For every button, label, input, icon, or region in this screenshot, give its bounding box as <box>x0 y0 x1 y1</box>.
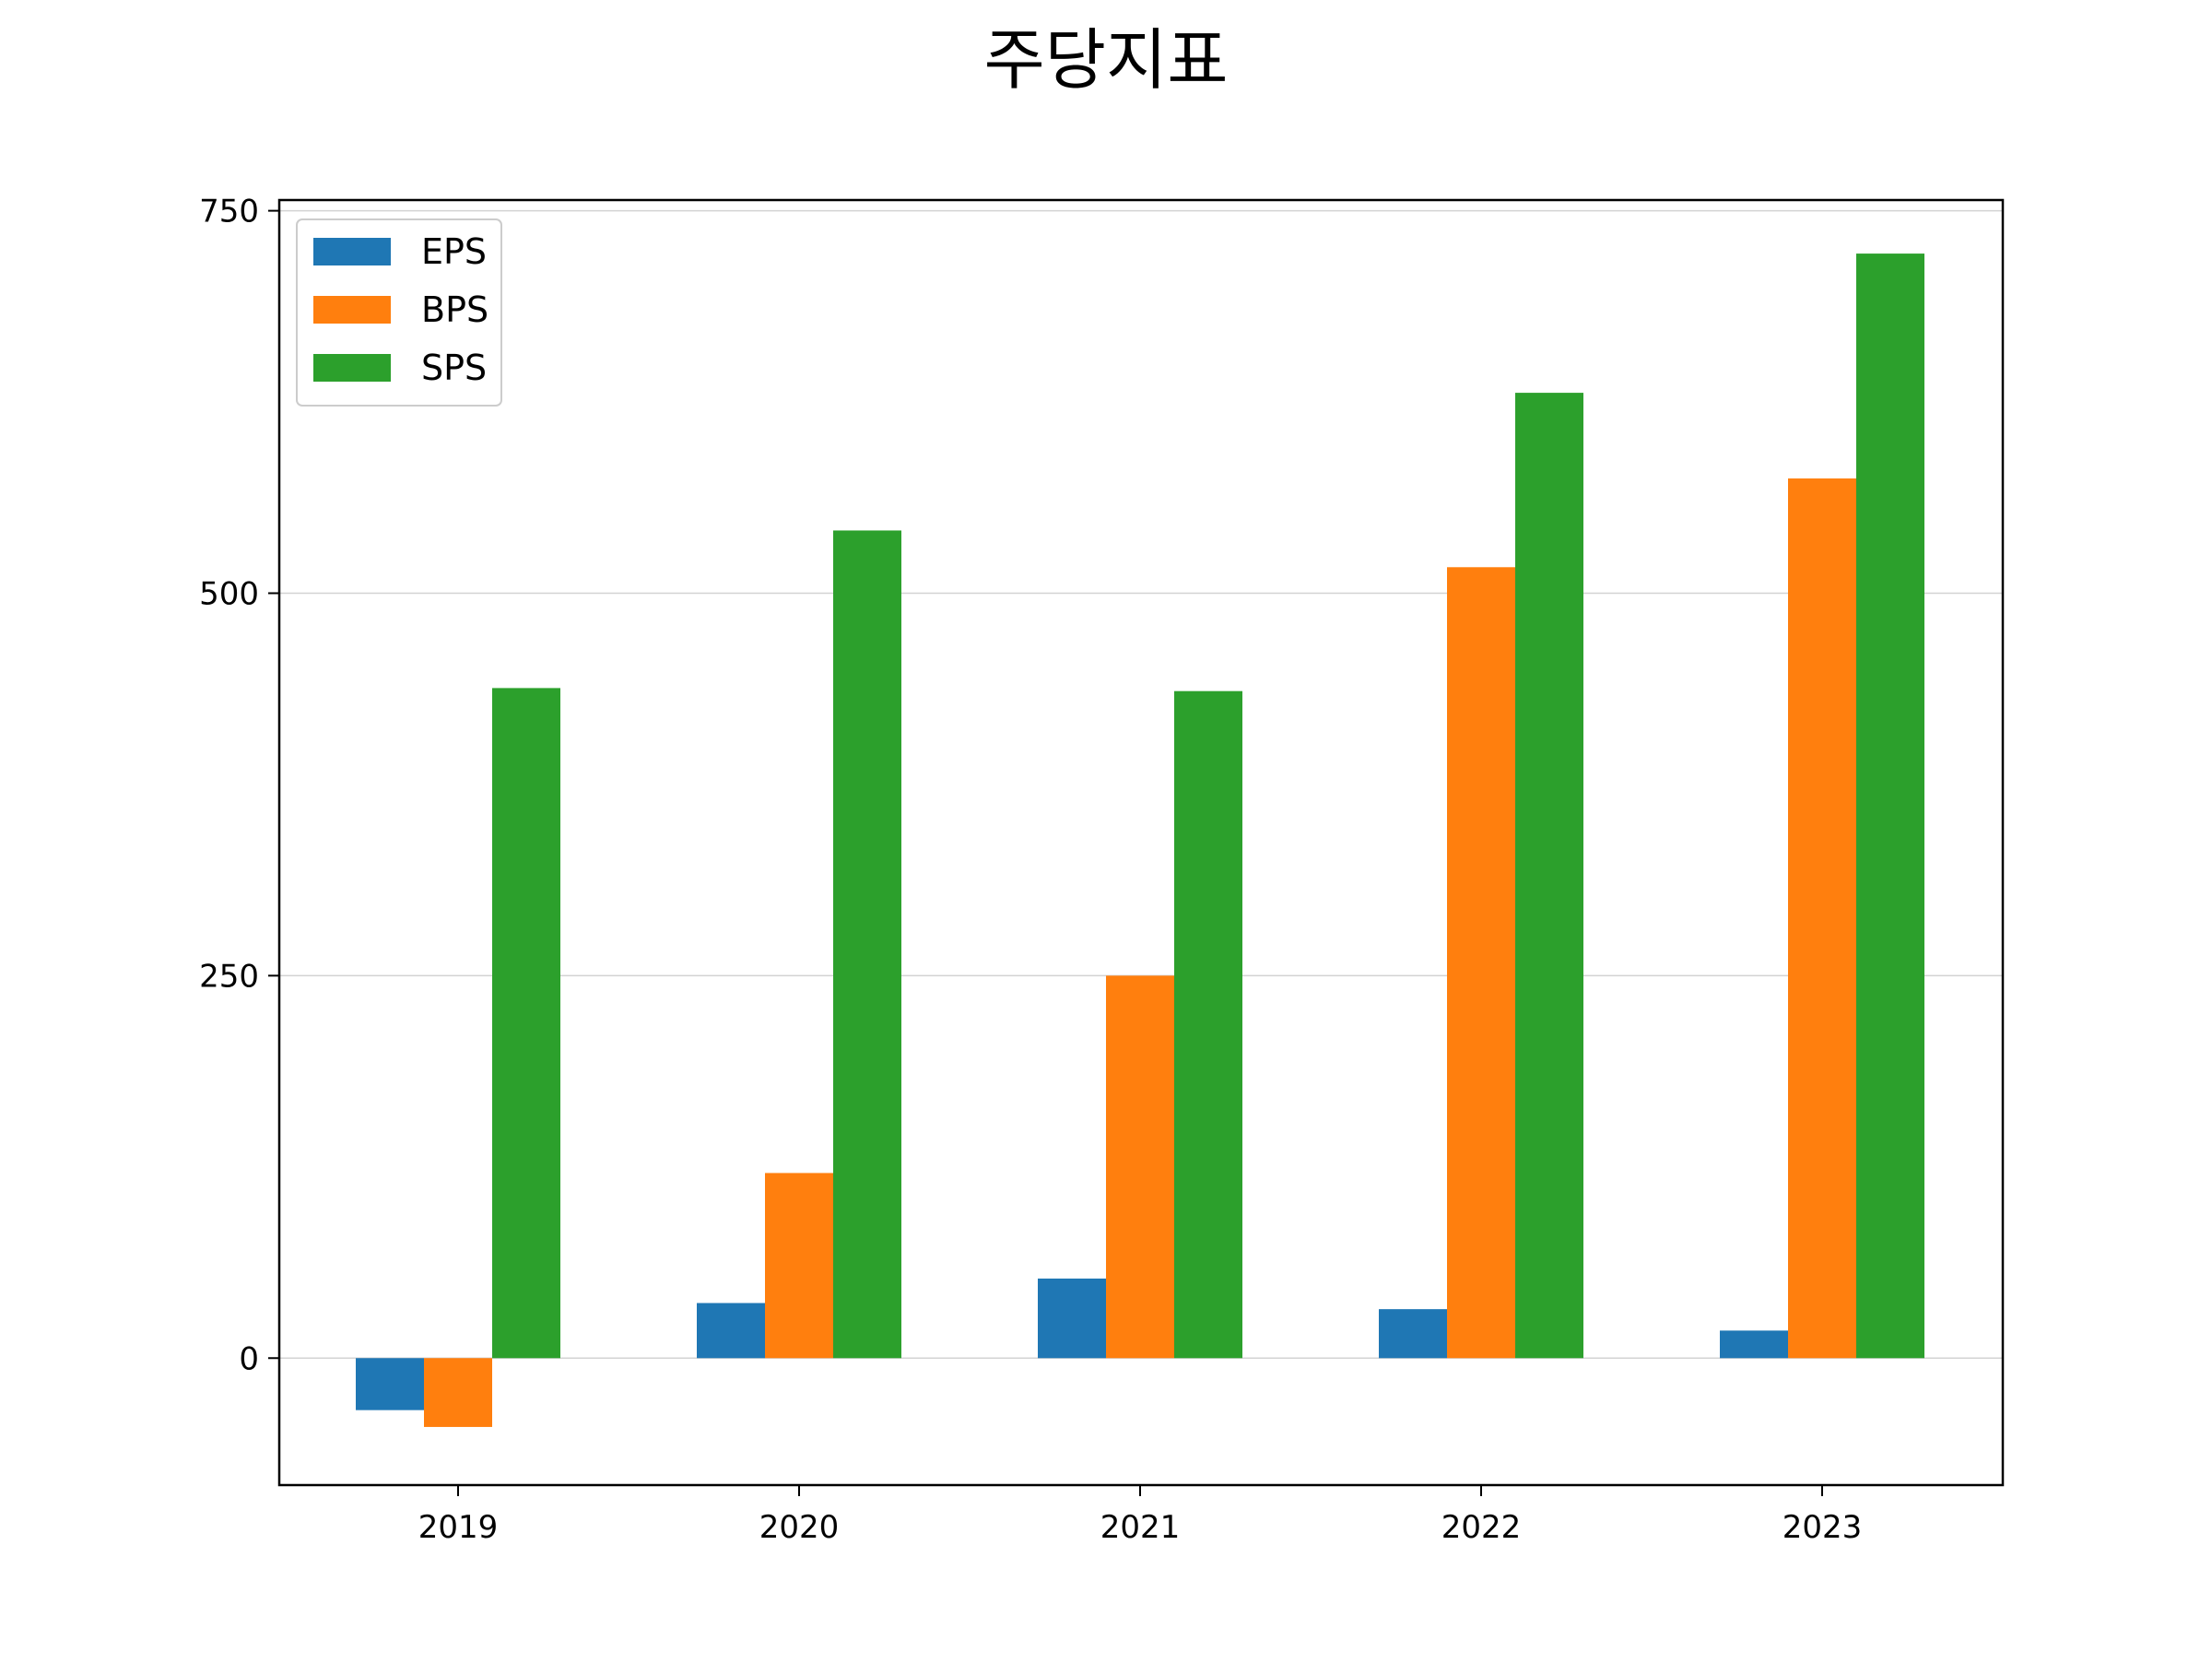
y-tick-label: 500 <box>199 575 259 612</box>
legend-swatch-bps <box>313 296 391 324</box>
bar-bps-2023 <box>1788 478 1856 1359</box>
bar-bps-2019 <box>424 1358 492 1427</box>
bar-bps-2020 <box>765 1173 833 1359</box>
bar-sps-2020 <box>833 530 901 1359</box>
legend: EPS BPS SPS <box>296 218 502 407</box>
x-tick-label: 2022 <box>1441 1509 1522 1546</box>
y-tick-label: 250 <box>199 958 259 995</box>
bar-eps-2021 <box>1038 1278 1106 1359</box>
x-tick-label: 2020 <box>759 1509 840 1546</box>
bar-sps-2019 <box>492 688 560 1359</box>
bar-eps-2019 <box>356 1358 424 1410</box>
bar-sps-2021 <box>1174 690 1242 1359</box>
y-tick-label: 0 <box>239 1340 259 1377</box>
bars <box>356 254 1924 1427</box>
bar-eps-2020 <box>697 1303 765 1359</box>
bar-sps-2023 <box>1856 254 1924 1359</box>
bar-bps-2021 <box>1106 975 1174 1359</box>
y-axis: 0 250 500 750 <box>199 194 279 1377</box>
x-tick-label: 2019 <box>418 1509 499 1546</box>
bar-eps-2023 <box>1720 1330 1788 1359</box>
legend-label-bps: BPS <box>421 289 488 330</box>
x-tick-label: 2021 <box>1100 1509 1181 1546</box>
bar-sps-2022 <box>1515 393 1583 1359</box>
legend-label-eps: EPS <box>421 231 487 272</box>
x-axis: 2019 2020 2021 2022 2023 <box>418 1485 1863 1546</box>
bar-bps-2022 <box>1447 567 1515 1359</box>
legend-label-sps: SPS <box>421 348 487 388</box>
legend-swatch-sps <box>313 354 391 382</box>
x-tick-label: 2023 <box>1783 1509 1863 1546</box>
legend-swatch-eps <box>313 238 391 265</box>
y-tick-label: 750 <box>199 194 259 230</box>
chart-title: 주당지표 <box>984 21 1229 99</box>
bar-eps-2022 <box>1379 1309 1447 1359</box>
